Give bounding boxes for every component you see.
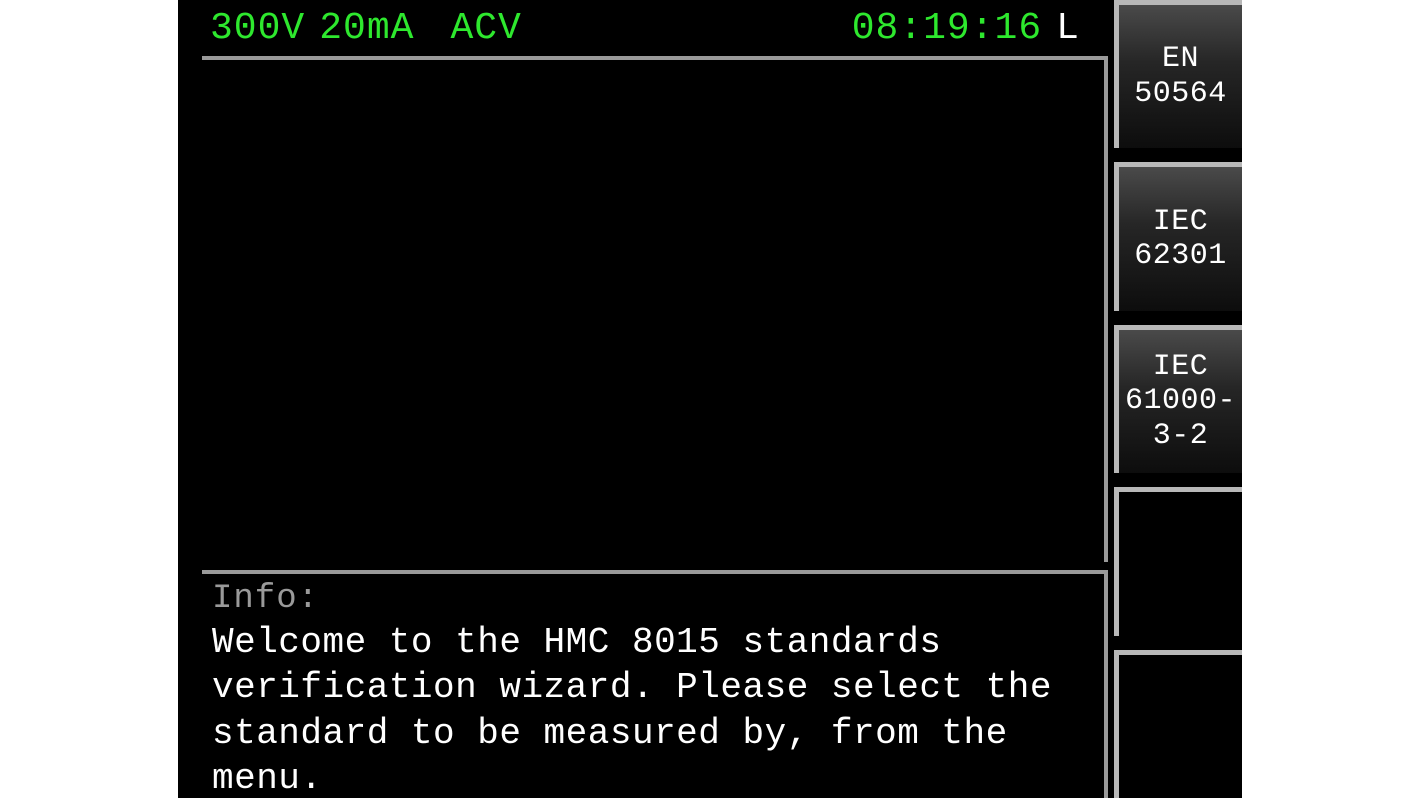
info-panel: Info: Welcome to the HMC 8015 standards … — [202, 570, 1108, 798]
clock-time: 08:19:16 — [852, 7, 1042, 50]
softkey-label-line1: IEC — [1125, 350, 1236, 385]
softkey-label-line2: 50564 — [1134, 77, 1227, 112]
status-bar: 300V 20mA ACV 08:19:16 L — [178, 0, 1108, 56]
current-range: 20mA — [319, 7, 414, 50]
softkey-label-line1: IEC — [1134, 205, 1227, 240]
measurement-mode: ACV — [450, 7, 521, 50]
softkey-en-50564[interactable]: EN50564 — [1114, 0, 1242, 148]
info-label: Info: — [208, 580, 1098, 618]
status-truncated-indicator: L — [1056, 7, 1080, 50]
softkey-iec-61000-3-2[interactable]: IEC61000-3-2 — [1114, 325, 1242, 473]
softkey-column: EN50564IEC62301IEC61000-3-2 — [1108, 0, 1242, 798]
softkey-iec-62301[interactable]: IEC62301 — [1114, 162, 1242, 310]
content-panel — [202, 56, 1108, 562]
softkey-softkey-5 — [1114, 650, 1242, 798]
softkey-label-line2: 62301 — [1134, 239, 1227, 274]
range-readout: 300V 20mA — [210, 7, 414, 50]
softkey-label-line2: 61000-3-2 — [1125, 384, 1236, 453]
softkey-softkey-4 — [1114, 487, 1242, 635]
voltage-range: 300V — [210, 7, 305, 50]
device-screen: 300V 20mA ACV 08:19:16 L Info: Welcome t… — [178, 0, 1242, 798]
softkey-label-line1: EN — [1134, 42, 1227, 77]
main-column: 300V 20mA ACV 08:19:16 L Info: Welcome t… — [178, 0, 1108, 798]
info-text: Welcome to the HMC 8015 standards verifi… — [208, 618, 1098, 798]
